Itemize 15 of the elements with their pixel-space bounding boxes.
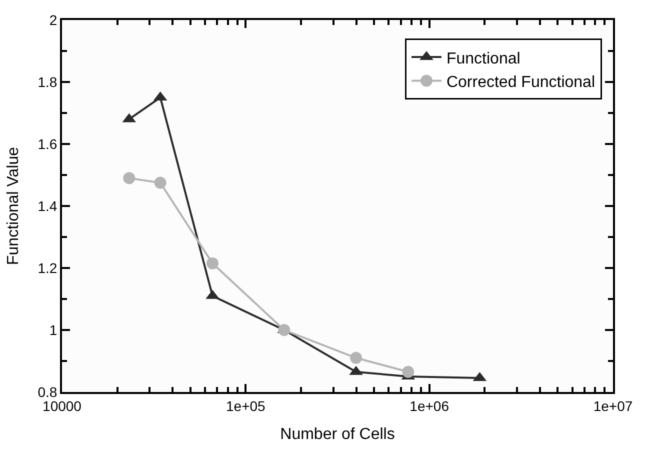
y-tick-label: 1.4 [38, 198, 58, 214]
legend-label: Functional [446, 50, 520, 68]
x-tick-label: 10000 [42, 398, 82, 414]
y-axis-title: Functional Value [5, 146, 22, 265]
y-tick-label: 0.8 [38, 384, 58, 400]
y-tick-label: 1.8 [38, 74, 58, 90]
y-tick-label: 2 [49, 12, 58, 28]
y-tick-label: 1.6 [38, 136, 58, 152]
legend-label: Corrected Functional [446, 74, 595, 92]
y-tick-label: 1.2 [38, 260, 58, 276]
x-tick-label: 1e+05 [226, 398, 266, 414]
x-tick-label: 1e+07 [593, 398, 633, 414]
x-tick-label: 1e+06 [410, 398, 450, 414]
x-axis-title: Number of Cells [280, 426, 395, 443]
y-tick-label: 1 [49, 322, 58, 338]
